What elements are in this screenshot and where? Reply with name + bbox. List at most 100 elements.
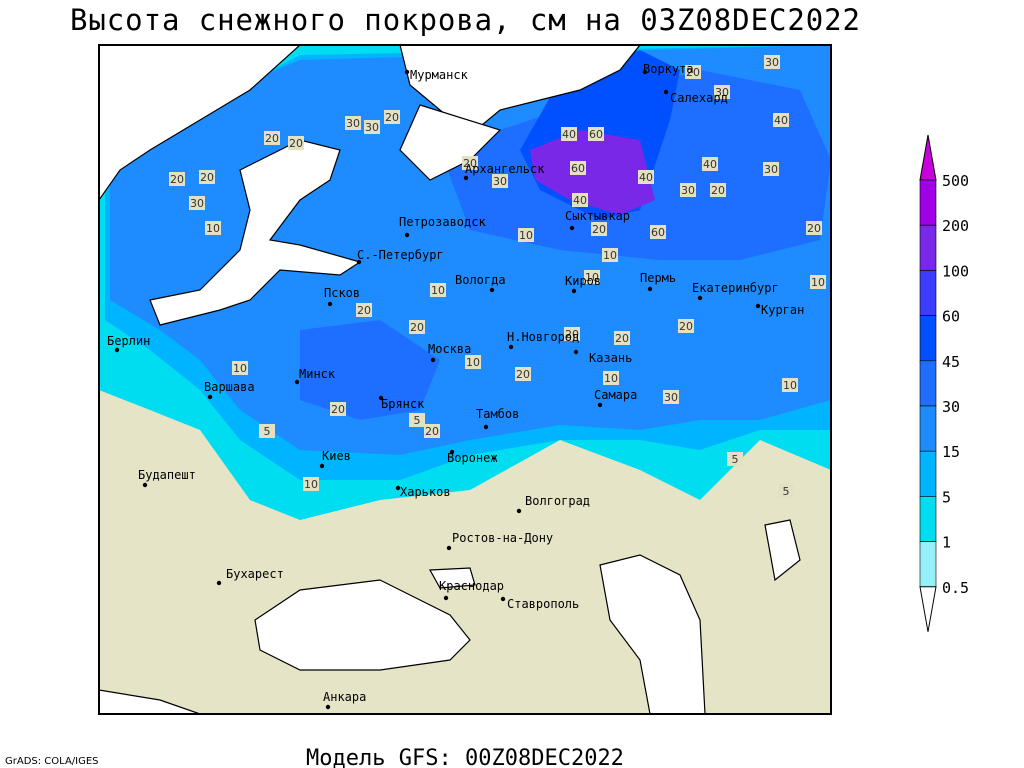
- legend-label: 200: [942, 217, 969, 235]
- city-label: Ростов-на-Дону: [452, 531, 553, 545]
- contour-label-box: [345, 116, 361, 130]
- contour-label: 30: [493, 175, 507, 188]
- contour-label-box: [465, 355, 481, 369]
- contour-label: 20: [410, 321, 424, 334]
- city-label: Брянск: [381, 397, 425, 411]
- contour-label: 30: [664, 391, 678, 404]
- contour-label-box: [727, 452, 743, 466]
- cities: Мурманск Воркута Салехард Архангельск Петроз…: [107, 62, 804, 710]
- contour-label: 20: [425, 425, 439, 438]
- legend-swatch: [919, 315, 937, 362]
- contour-label-box: [806, 221, 822, 235]
- city-label: Ставрополь: [507, 597, 579, 611]
- title: Высота снежного покрова, см на 03Z08DEC2…: [70, 3, 860, 37]
- contour-label: 5: [414, 414, 421, 427]
- city-dot: [404, 232, 410, 238]
- contour-label-box: [663, 390, 679, 404]
- city-label: Казань: [589, 351, 632, 365]
- contour-label-box: [356, 303, 372, 317]
- city-label: Архангельск: [465, 162, 545, 176]
- contour-label-box: [603, 371, 619, 385]
- contour-label: 30: [764, 163, 778, 176]
- contour-label: 10: [783, 379, 797, 392]
- contour-label-box: [462, 156, 478, 170]
- city-dot: [516, 508, 522, 514]
- contour-label-box: [678, 319, 694, 333]
- contour-label: 20: [265, 132, 279, 145]
- contour-label: 10: [603, 249, 617, 262]
- contour-label-box: [561, 127, 577, 141]
- contour-label: 20: [711, 184, 725, 197]
- city-dot: [569, 225, 575, 231]
- city-dot: [356, 259, 362, 265]
- legend-swatch: [919, 360, 937, 407]
- contour-label: 20: [331, 403, 345, 416]
- contour-label-box: [778, 484, 794, 498]
- contour-label: 10: [519, 229, 533, 242]
- city-dot: [647, 286, 653, 292]
- city-dot: [571, 288, 577, 294]
- contour-label: 20: [289, 137, 303, 150]
- contour-label: 60: [651, 226, 665, 239]
- legend-swatch: [919, 450, 937, 497]
- contour-label-box: [264, 131, 280, 145]
- city-label: Н.Новгород: [507, 330, 579, 344]
- city-dot: [142, 482, 148, 488]
- contour-label-box: [189, 196, 205, 210]
- city-label: Воркута: [643, 62, 694, 76]
- contour-label: 40: [573, 194, 587, 207]
- contour-label-box: [680, 183, 696, 197]
- contour-label-box: [810, 275, 826, 289]
- city-dot: [443, 595, 449, 601]
- city-label: Вологда: [455, 273, 506, 287]
- contour-label-box: [591, 222, 607, 236]
- legend-swatch: [919, 496, 937, 542]
- contour-label-box: [638, 170, 654, 184]
- city-label: Минск: [299, 367, 336, 381]
- contour-label: 5: [264, 425, 271, 438]
- legend-label: 0.5: [942, 579, 969, 597]
- city-label: Будапешт: [138, 468, 196, 482]
- city-dot: [697, 295, 703, 301]
- contour-label: 10: [304, 478, 318, 491]
- city-dot: [378, 395, 384, 401]
- city-label: Москва: [428, 342, 471, 356]
- city-dot: [446, 545, 452, 551]
- city-dot: [663, 89, 669, 95]
- city-dot: [327, 301, 333, 307]
- contour-label-box: [773, 113, 789, 127]
- contour-label: 10: [431, 284, 445, 297]
- contour-label: 10: [811, 276, 825, 289]
- credit: GrADS: COLA/IGES: [5, 756, 99, 767]
- contour-label-box: [430, 283, 446, 297]
- contour-label-box: [602, 248, 618, 262]
- city-label: Сыктывкар: [565, 209, 630, 223]
- contour-label: 30: [190, 197, 204, 210]
- contour-label-box: [205, 221, 221, 235]
- legend-swatch: [919, 224, 937, 271]
- contour-label-box: [169, 172, 185, 186]
- city-dot: [325, 704, 331, 710]
- contour-label: 30: [681, 184, 695, 197]
- city-dot: [114, 347, 120, 353]
- city-dot: [500, 596, 506, 602]
- city-dot: [642, 69, 648, 75]
- contour-label-box: [572, 193, 588, 207]
- map-frame: [98, 44, 832, 715]
- city-dot: [216, 580, 222, 586]
- contour-labels: 30 20 30 40 40 60 30 30 20 20 20 20 30 60 40 30 40 30 20 40…: [169, 55, 826, 498]
- contour-label-box: [424, 424, 440, 438]
- legend-label: 100: [942, 262, 969, 280]
- contour-label: 30: [715, 86, 729, 99]
- legend-arrow-bottom: [919, 586, 937, 632]
- contour-label-box: [409, 320, 425, 334]
- contour-label-box: [364, 120, 380, 134]
- legend-label: 15: [942, 443, 960, 461]
- contour-label: 20: [807, 222, 821, 235]
- contour-label: 10: [466, 356, 480, 369]
- contour-label: 10: [206, 222, 220, 235]
- snow-30-45b: [300, 320, 440, 420]
- city-dot: [508, 344, 514, 350]
- contour-label: 20: [200, 171, 214, 184]
